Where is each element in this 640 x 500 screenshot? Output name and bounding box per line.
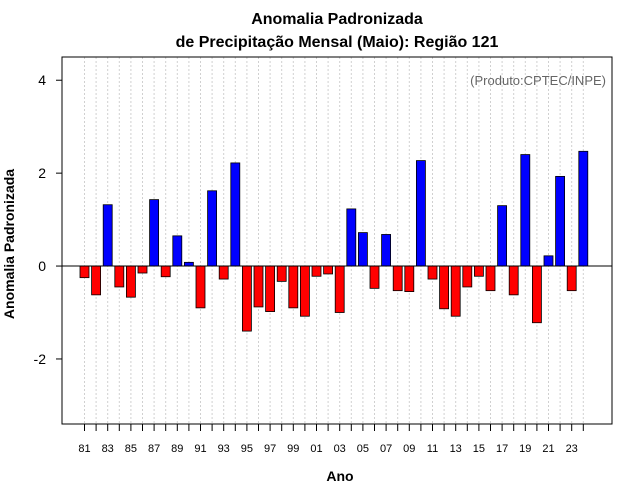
y-axis-label: Anomalia Padronizada — [1, 169, 17, 319]
bar-2012 — [439, 265, 450, 310]
bar-2021 — [543, 255, 554, 267]
y-tick-label: 0 — [38, 258, 46, 274]
bar-2014 — [462, 265, 473, 288]
chart-subtitle: de Precipitação Mensal (Maio): Região 12… — [176, 34, 499, 51]
bar-1991 — [195, 265, 206, 309]
bar-1982 — [91, 265, 101, 296]
x-tick-label: 87 — [148, 443, 160, 455]
x-tick-label: 11 — [427, 443, 438, 455]
bar-1987 — [149, 199, 160, 267]
x-axis-label: Ano — [326, 468, 353, 484]
bar-2018 — [508, 265, 519, 296]
bar-1985 — [126, 265, 136, 298]
bar-2011 — [427, 265, 438, 280]
bar-2013 — [450, 265, 461, 317]
x-tick-label: 17 — [496, 443, 508, 455]
bar-1998 — [276, 265, 287, 282]
vertical-gridlines — [84, 57, 584, 424]
bar-2019 — [520, 154, 531, 267]
x-tick-label: 19 — [519, 443, 531, 455]
x-tick-label: 93 — [218, 443, 230, 455]
x-tick-label: 89 — [171, 443, 183, 455]
bar-2016 — [485, 265, 496, 292]
bar-2001 — [311, 265, 322, 277]
x-tick-label: 01 — [310, 443, 322, 455]
y-tick-label: 2 — [38, 165, 46, 181]
bar-2009 — [404, 265, 415, 293]
bar-2000 — [299, 265, 310, 317]
bar-1994 — [230, 162, 241, 267]
x-tick-label: 81 — [78, 443, 90, 455]
x-tick-label: 97 — [264, 443, 276, 455]
bar-1997 — [265, 265, 276, 312]
y-tick-label: -2 — [34, 351, 47, 367]
bar-1986 — [137, 265, 148, 274]
x-tick-label: 95 — [241, 443, 253, 455]
bar-1981 — [79, 265, 90, 279]
x-tick-label: 13 — [450, 443, 462, 455]
x-tick-label: 07 — [380, 443, 392, 455]
x-tick-label: 85 — [125, 443, 137, 455]
bar-2020 — [532, 265, 542, 324]
x-tick-label: 23 — [566, 443, 578, 455]
plot-frame — [61, 56, 613, 425]
x-tick-label: 03 — [334, 443, 346, 455]
y-tick-label: 4 — [38, 72, 46, 88]
x-tick-label: 99 — [287, 443, 299, 455]
bar-2015 — [473, 265, 484, 277]
bar-2010 — [415, 160, 426, 267]
bar-2004 — [346, 208, 357, 267]
bar-series — [79, 150, 589, 332]
x-tick-label: 91 — [194, 443, 206, 455]
bar-1999 — [288, 265, 299, 309]
bar-1983 — [102, 204, 113, 267]
bar-2008 — [392, 265, 403, 292]
bar-2003 — [334, 265, 345, 313]
chart-title: Anomalia Padronizada — [251, 11, 423, 28]
bar-2005 — [357, 232, 368, 267]
bar-2006 — [369, 265, 380, 289]
bar-2002 — [323, 265, 334, 275]
x-tick-label: 09 — [403, 443, 415, 455]
source-annotation: (Produto:CPTEC/INPE) — [470, 73, 606, 88]
x-tick-label: 21 — [542, 443, 554, 455]
x-tick-label: 05 — [357, 443, 369, 455]
bar-2023 — [566, 265, 577, 292]
bar-1990 — [183, 261, 194, 267]
bar-2022 — [555, 175, 565, 267]
bar-2017 — [497, 205, 508, 267]
bar-1992 — [207, 190, 218, 267]
bar-1995 — [241, 265, 252, 332]
bar-2024 — [578, 150, 589, 267]
bar-1996 — [253, 265, 264, 308]
bar-1993 — [218, 265, 229, 280]
y-axis: -2 0 2 4 — [34, 72, 62, 367]
bar-1989 — [172, 235, 183, 267]
x-tick-label: 83 — [102, 443, 114, 455]
x-tick-label: 15 — [473, 443, 485, 455]
bar-2007 — [381, 234, 392, 267]
x-axis: 81 83 85 87 89 91 93 95 97 99 01 03 05 07 09 11 13 15 17 19… — [78, 424, 584, 455]
bar-1988 — [160, 265, 171, 278]
bar-1984 — [114, 265, 125, 288]
